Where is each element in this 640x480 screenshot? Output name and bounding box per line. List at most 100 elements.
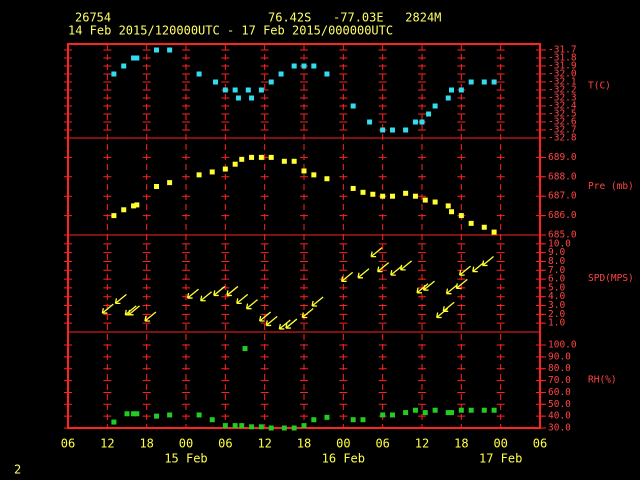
data-point xyxy=(154,413,159,419)
wind-arrow xyxy=(278,319,291,330)
data-point xyxy=(232,423,238,429)
data-point xyxy=(278,71,284,77)
data-point xyxy=(196,412,202,418)
y-tick-label: -32.8 xyxy=(548,133,577,144)
data-point xyxy=(131,411,137,417)
data-point xyxy=(111,71,117,77)
wind-arrow xyxy=(265,315,278,327)
data-point xyxy=(390,193,395,199)
wind-arrow xyxy=(370,247,383,258)
y-tick-label: -32.3 xyxy=(548,93,577,104)
data-point xyxy=(422,197,428,203)
wind-arrow xyxy=(357,268,370,279)
data-point xyxy=(258,87,264,93)
data-point xyxy=(154,184,159,189)
data-point xyxy=(481,407,487,413)
x-tick-label: 06 xyxy=(61,437,75,451)
period: 14 Feb 2015/120000UTC - 17 Feb 2015/0000… xyxy=(68,24,393,38)
data-point xyxy=(239,156,245,162)
x-tick-label: 00 xyxy=(336,437,350,451)
wind-arrow xyxy=(285,318,298,329)
data-point xyxy=(111,419,117,425)
wind-arrow xyxy=(301,307,314,319)
y-tick-label: 60.0 xyxy=(548,387,571,398)
y-tick-label: 686.0 xyxy=(548,210,577,221)
y-tick-label: 40.0 xyxy=(548,411,571,422)
data-point xyxy=(121,207,127,213)
data-point xyxy=(245,87,251,93)
data-point xyxy=(491,79,497,85)
x-tick-label: 00 xyxy=(493,437,507,451)
data-point xyxy=(432,407,438,413)
data-point xyxy=(412,119,418,125)
data-point xyxy=(350,103,356,109)
y-tick-label: 7.0 xyxy=(548,265,565,276)
data-point xyxy=(403,410,409,416)
data-point xyxy=(196,172,202,178)
wind-arrow xyxy=(472,262,485,273)
y-tick-label: 9.0 xyxy=(548,247,565,258)
data-point xyxy=(291,425,297,431)
data-point xyxy=(412,193,418,199)
data-point xyxy=(468,79,474,85)
data-point xyxy=(468,407,474,413)
x-tick-label: 00 xyxy=(179,437,193,451)
data-point xyxy=(311,417,317,423)
x-tick-label: 12 xyxy=(415,437,429,451)
wind-arrow xyxy=(144,311,157,322)
y-tick-label: 90.0 xyxy=(548,351,571,362)
data-point xyxy=(380,193,386,199)
y-tick-label: 687.0 xyxy=(548,191,577,202)
wind-arrow xyxy=(455,278,468,290)
x-tick-label: 18 xyxy=(297,437,311,451)
y-tick-label: -31.9 xyxy=(548,61,577,72)
data-point xyxy=(491,407,497,413)
x-tick-label: 06 xyxy=(533,437,547,451)
data-point xyxy=(432,199,438,205)
wind-arrow xyxy=(101,303,114,314)
data-point xyxy=(249,424,255,430)
panel-label: SPD(MPS) xyxy=(588,273,634,284)
wind-arrow xyxy=(422,280,435,291)
data-point xyxy=(324,176,330,182)
y-tick-label: -32.0 xyxy=(548,69,577,80)
data-point xyxy=(291,63,297,69)
data-point xyxy=(154,47,159,53)
y-tick-label: 70.0 xyxy=(548,375,571,386)
data-point xyxy=(360,417,366,423)
data-point xyxy=(131,55,137,61)
data-point xyxy=(350,185,356,191)
data-point xyxy=(311,172,317,178)
data-point xyxy=(235,95,241,101)
wind-arrow xyxy=(236,293,249,305)
date-label: 17 Feb xyxy=(479,452,522,466)
data-point xyxy=(258,424,264,430)
wind-arrow xyxy=(127,305,140,316)
data-point xyxy=(167,47,173,53)
x-tick-label: 12 xyxy=(100,437,114,451)
wind-arrow xyxy=(213,285,226,297)
data-point xyxy=(360,189,366,195)
y-tick-label: 5.0 xyxy=(548,282,565,293)
wind-arrow xyxy=(377,262,390,273)
wind-arrow xyxy=(226,285,239,297)
y-tick-label: -32.7 xyxy=(548,125,577,136)
y-tick-label: 688.0 xyxy=(548,171,577,182)
data-point xyxy=(380,127,386,133)
data-point xyxy=(222,166,228,172)
data-point xyxy=(350,417,356,423)
y-tick-label: 100.0 xyxy=(548,340,577,351)
station-id: 26754 xyxy=(75,11,111,25)
data-point xyxy=(134,202,140,208)
data-point xyxy=(403,190,409,196)
data-point xyxy=(209,417,215,423)
data-point xyxy=(419,119,425,125)
data-point xyxy=(445,410,451,416)
data-point xyxy=(242,346,248,352)
wind-arrow xyxy=(416,283,429,294)
x-tick-label: 06 xyxy=(218,437,232,451)
panel-label: Pre (mb) xyxy=(588,181,634,192)
wind-arrow xyxy=(399,260,413,271)
wind-arrow xyxy=(114,293,127,305)
x-tick-label: 18 xyxy=(139,437,153,451)
